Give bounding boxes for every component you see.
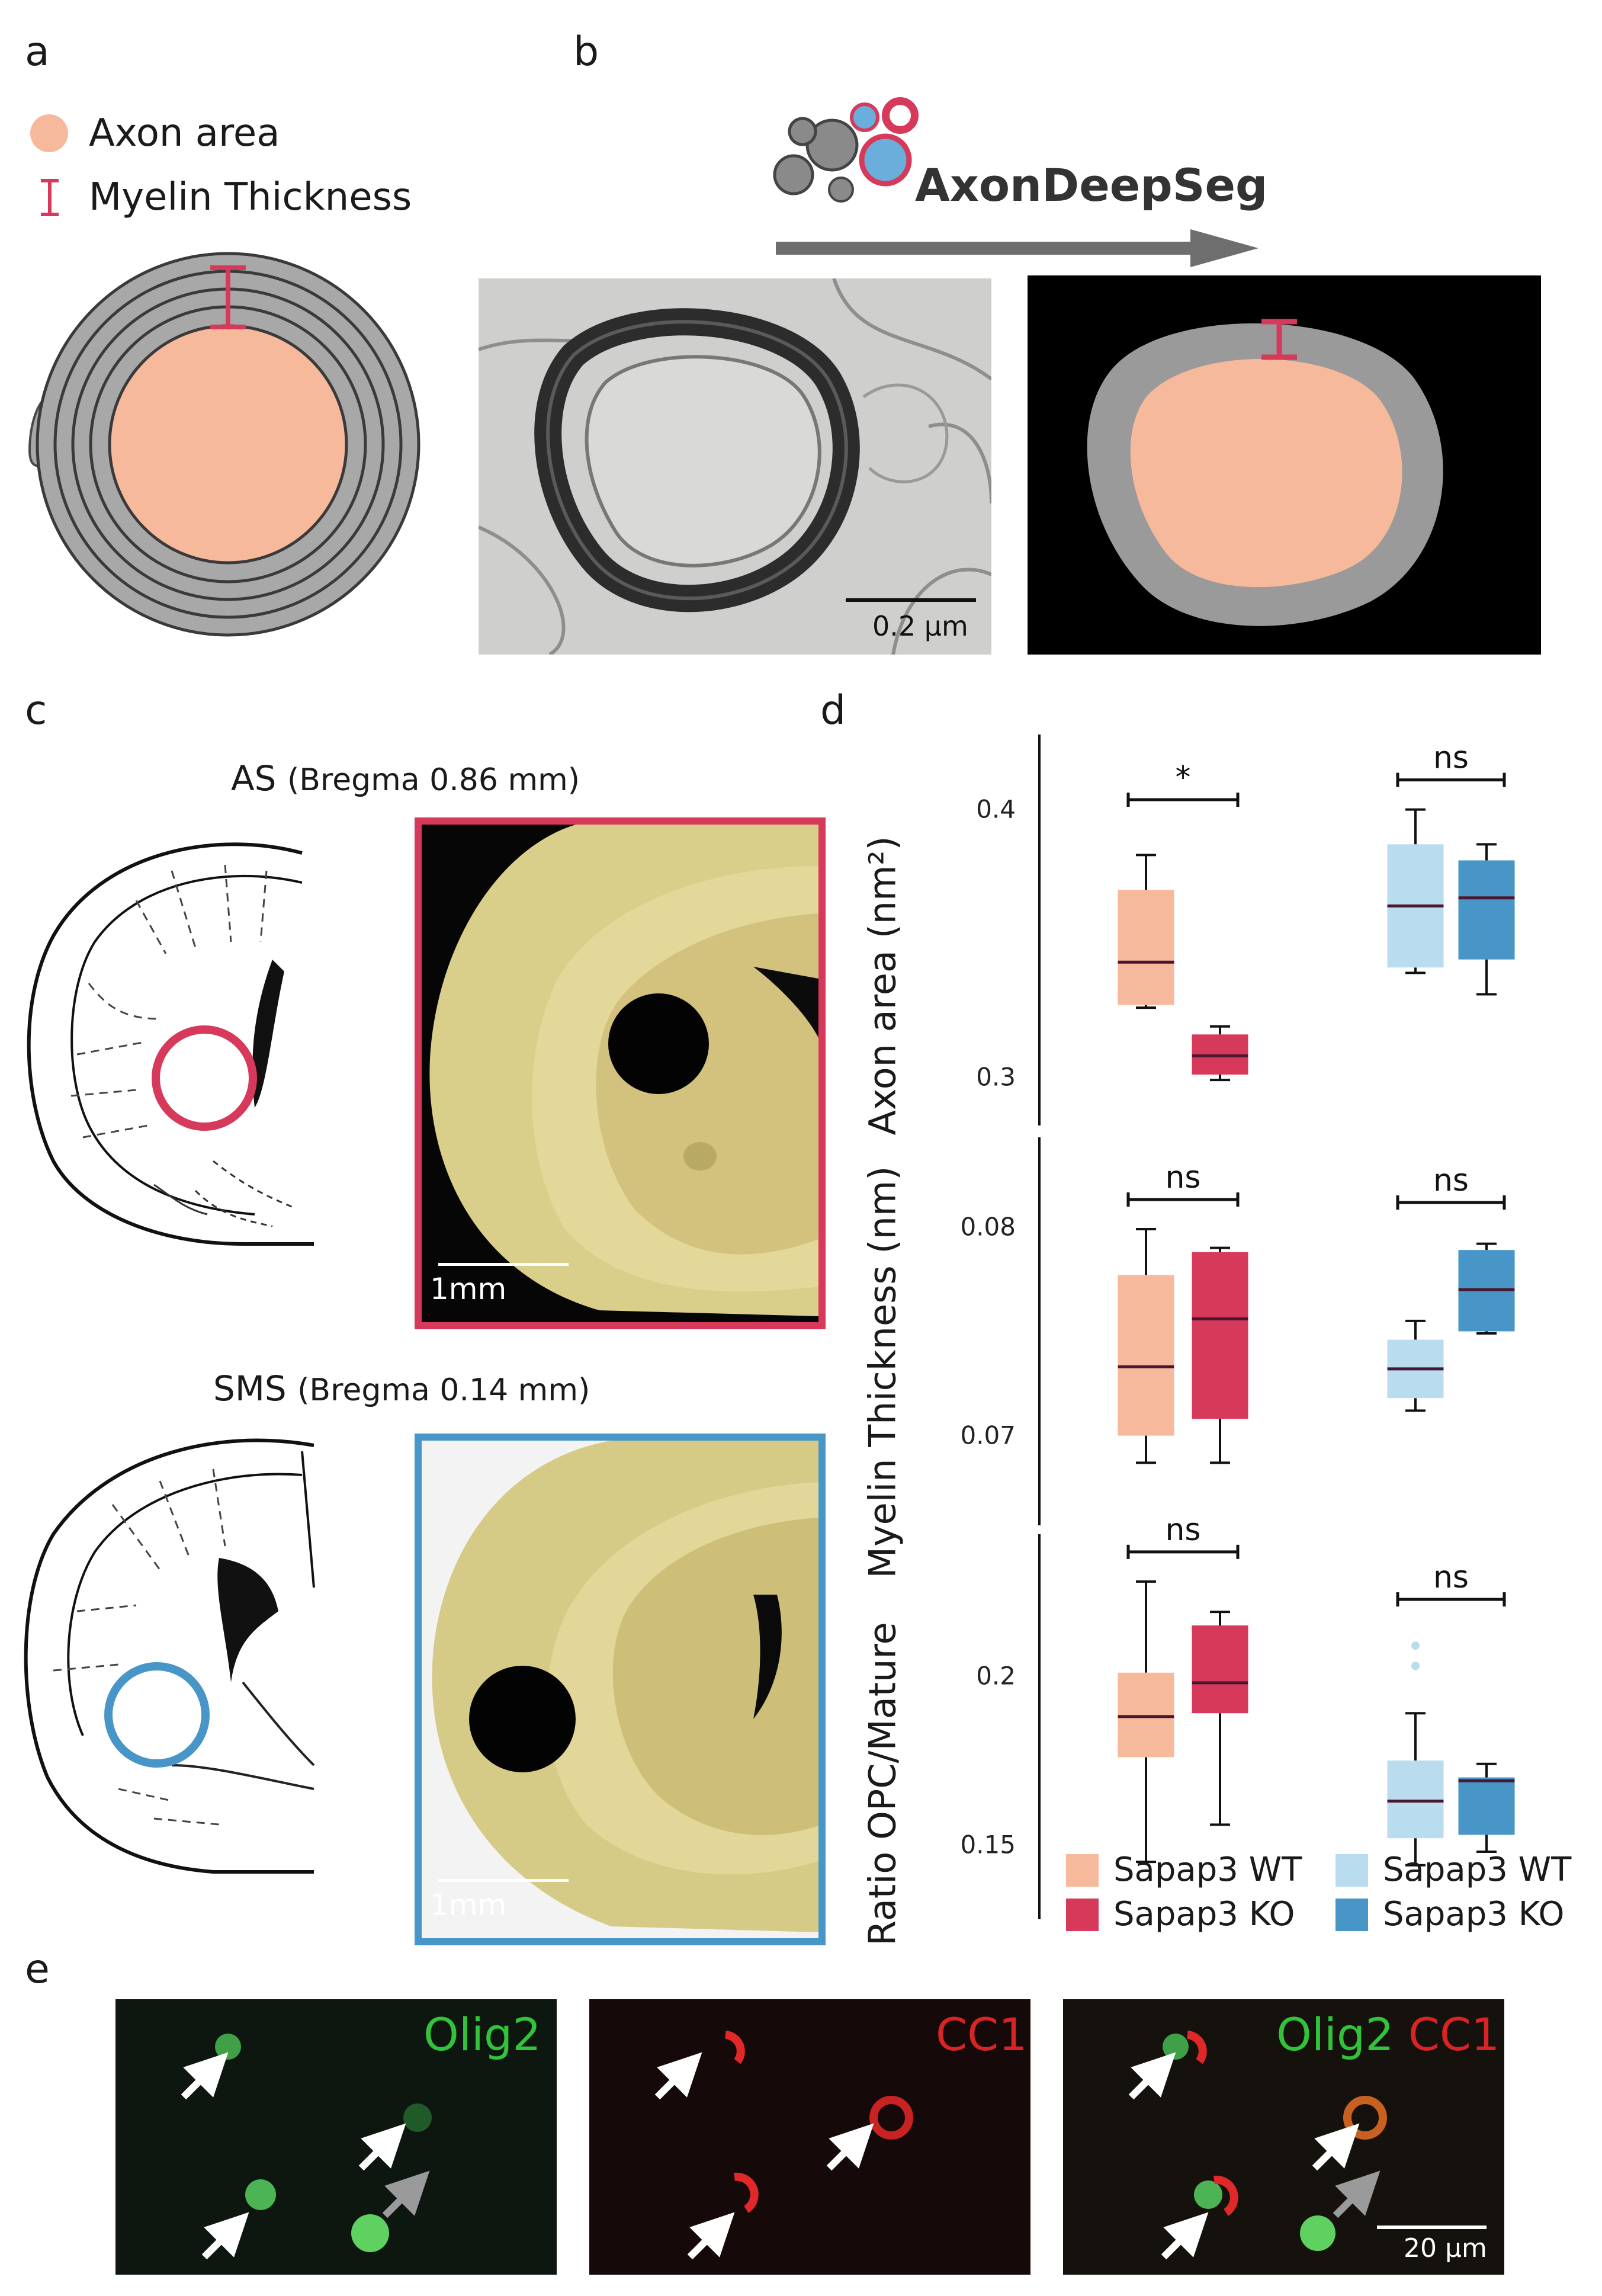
arrow-icon	[1333, 2170, 1381, 2218]
arrow-icon	[1128, 2052, 1176, 2100]
panel-label-a: a	[25, 28, 50, 75]
sms-scale-bar	[438, 1879, 569, 1882]
arrow-icon	[1161, 2212, 1209, 2260]
legend-label-sms-ko: Sapap3 KO	[1383, 1895, 1565, 1933]
merged-image: Olig2 CC1 20 µm	[1063, 1999, 1504, 2275]
arrow-icon	[826, 2123, 874, 2171]
box	[1458, 860, 1515, 960]
box	[1458, 1777, 1515, 1835]
olig2-image: Olig2	[115, 1999, 557, 2275]
panel-label-d: d	[820, 687, 846, 734]
panel-label-e: e	[25, 1946, 50, 1993]
cc1-label: CC1	[936, 2008, 1028, 2061]
arrow-icon	[1312, 2123, 1360, 2171]
legend-label-as-ko: Sapap3 KO	[1113, 1895, 1295, 1933]
box-plot-chart: 0.4 0.3 * ns 0.08 0.07 ns ns 0.2 0.15 ns ns	[960, 735, 1515, 1919]
legend-myelin-thickness-label: Myelin Thickness	[89, 175, 412, 219]
arrow-icon	[687, 2212, 735, 2260]
box	[1118, 1672, 1174, 1758]
box	[1192, 1625, 1248, 1714]
y-tick-label: 0.08	[960, 1212, 1016, 1241]
significance-label: ns	[1165, 1160, 1200, 1195]
as-scale-bar-label: 1mm	[430, 1272, 507, 1306]
olig2-label: Olig2	[423, 2008, 541, 2061]
box	[1118, 1275, 1174, 1436]
y-tick-label: 0.4	[976, 795, 1016, 824]
panel-label-b: b	[573, 28, 599, 75]
merged-label: Olig2 CC1	[1276, 2008, 1500, 2061]
segmentation-output	[1028, 275, 1541, 655]
legend-swatch-as-ko	[1066, 1899, 1099, 1931]
em-micrograph: 0.2 µm	[479, 278, 991, 655]
sms-bregma-label: (Bregma 0.14 mm)	[297, 1373, 590, 1408]
as-region-label: AS (Bregma 0.86 mm)	[231, 758, 580, 799]
as-scale-bar	[438, 1263, 569, 1266]
legend-swatch-as-wt	[1066, 1854, 1099, 1887]
olig2-arrows	[181, 2052, 430, 2260]
outlier-point	[1411, 1641, 1420, 1650]
sms-region-name: SMS	[213, 1368, 287, 1409]
panel-label-c: c	[25, 687, 47, 734]
legend-swatch-sms-wt	[1335, 1854, 1368, 1887]
box	[1192, 1252, 1248, 1419]
y-tick-label: 0.15	[960, 1830, 1016, 1859]
y-tick-label: 0.07	[960, 1421, 1016, 1450]
significance-label: ns	[1433, 740, 1469, 776]
arrow-icon	[181, 2052, 229, 2100]
y-tick-label: 0.2	[976, 1661, 1016, 1690]
sms-region-label: SMS (Bregma 0.14 mm)	[213, 1368, 590, 1409]
as-slice-photo: 1mm	[415, 817, 826, 1329]
merged-olig2-label: Olig2	[1276, 2008, 1394, 2061]
box	[1387, 1761, 1444, 1839]
box	[1118, 890, 1174, 1005]
axon-area-swatch-icon	[30, 114, 68, 152]
myelin-thickness-bar-icon	[41, 179, 59, 216]
y-tick-label: 0.3	[976, 1063, 1016, 1092]
myelinated-axon-diagram	[28, 252, 420, 637]
cc1-image: CC1	[589, 1999, 1030, 2275]
arrow-icon	[382, 2170, 430, 2218]
arrow-icon	[358, 2123, 406, 2171]
cc1-arrows	[654, 2052, 874, 2260]
em-scale-bar-label: 0.2 µm	[872, 610, 968, 642]
significance-label: ns	[1433, 1560, 1469, 1595]
axondeepseg-logo-text: AxonDeepSeg	[915, 159, 1268, 211]
as-atlas-diagram	[27, 842, 314, 1246]
sms-slice-photo: 1mm	[415, 1434, 826, 1945]
segmentation-arrow-icon	[776, 229, 1259, 267]
legend-swatch-sms-ko	[1335, 1899, 1368, 1931]
axondeepseg-logo-icon	[773, 97, 919, 203]
fluor-scale-bar-label: 20 µm	[1404, 2233, 1487, 2263]
significance-label: ns	[1165, 1512, 1200, 1548]
fluor-scale-bar	[1377, 2226, 1487, 2229]
merged-arrows	[1128, 2052, 1381, 2260]
sms-atlas-diagram	[24, 1438, 315, 1874]
as-bregma-label: (Bregma 0.86 mm)	[287, 762, 580, 798]
em-scale-bar	[846, 598, 976, 602]
arrow-icon	[201, 2212, 249, 2260]
as-region-name: AS	[231, 758, 277, 799]
legend-label-as-wt: Sapap3 WT	[1113, 1851, 1302, 1889]
arrow-icon	[654, 2052, 702, 2100]
legend-axon-area-label: Axon area	[89, 111, 280, 155]
legend-label-sms-wt: Sapap3 WT	[1383, 1851, 1572, 1889]
outlier-point	[1411, 1662, 1420, 1670]
merged-cc1-label: CC1	[1408, 2008, 1500, 2061]
significance-label: ns	[1433, 1163, 1469, 1198]
sms-scale-bar-label: 1mm	[430, 1888, 507, 1922]
significance-label: *	[1176, 760, 1191, 796]
